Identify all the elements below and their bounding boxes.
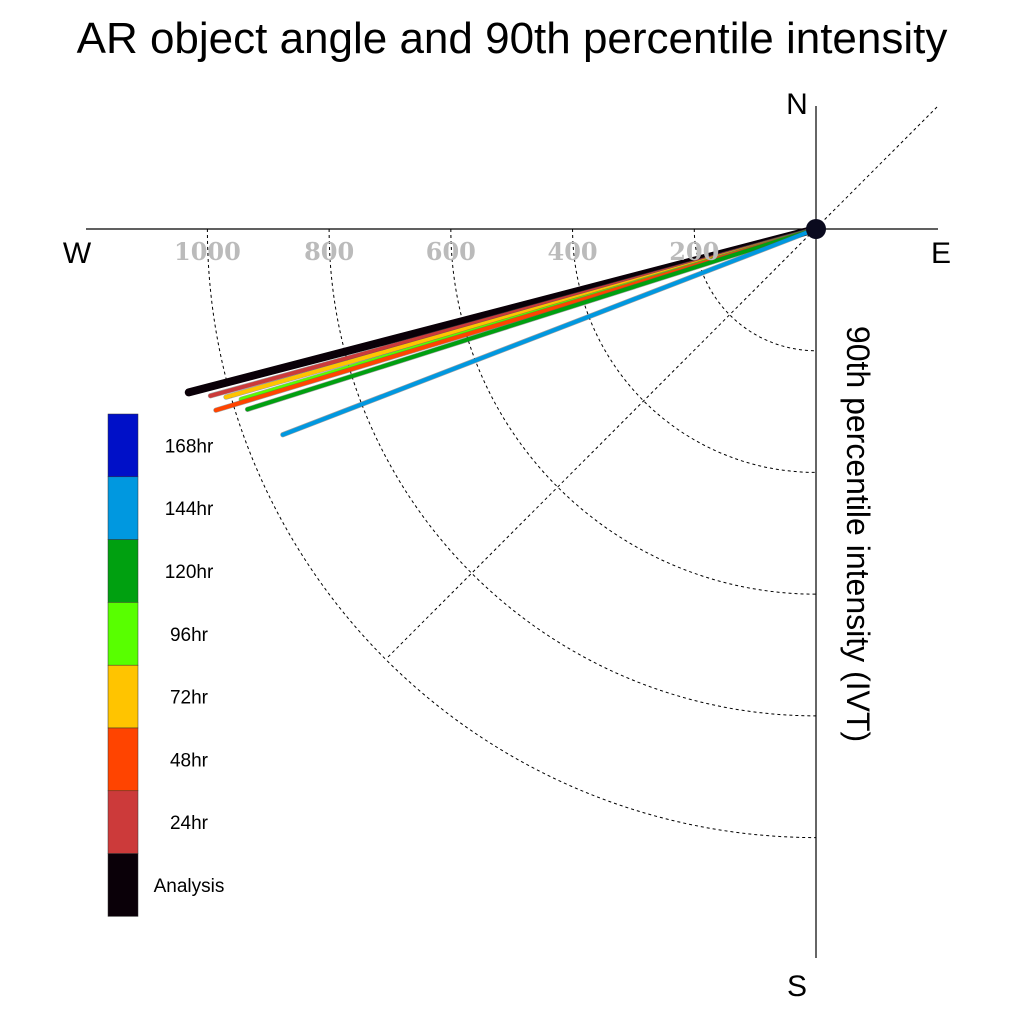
legend-swatch <box>107 539 139 603</box>
tick-label: 200 <box>669 237 719 266</box>
tick-label: 1000 <box>174 237 241 266</box>
y-axis-label: 90th percentile intensity (IVT) <box>840 326 876 742</box>
legend-swatch <box>107 727 139 792</box>
legend-swatch <box>107 790 139 854</box>
chart-title: AR object angle and 90th percentile inte… <box>76 14 948 63</box>
legend-label: 72hr <box>170 688 209 709</box>
direction-label: W <box>63 237 92 270</box>
grid-arc <box>328 228 817 717</box>
direction-label: N <box>786 88 808 121</box>
legend-swatch <box>107 602 139 666</box>
legend-swatch <box>107 413 139 478</box>
legend-label: Analysis <box>154 876 225 897</box>
direction-label: E <box>931 237 951 270</box>
legend-label: 168hr <box>165 436 214 457</box>
origin-marker <box>806 219 826 239</box>
grid-arc <box>572 228 817 473</box>
grid-arc <box>693 228 817 352</box>
legend-label: 144hr <box>165 499 214 520</box>
series-line <box>280 227 818 437</box>
direction-label: S <box>787 970 807 1003</box>
axes-layer <box>86 106 938 958</box>
grid-layer <box>206 106 938 839</box>
grid-arc <box>206 228 817 839</box>
legend-label: 24hr <box>170 813 209 834</box>
tick-label: 600 <box>426 237 476 266</box>
series-line <box>245 227 818 412</box>
tick-label: 400 <box>548 237 598 266</box>
legend: 168hr 144hr 120hr 96hr 72hr 48hr 24hr Analysis <box>107 413 225 917</box>
legend-label: 48hr <box>170 750 209 771</box>
legend-swatch <box>107 664 139 729</box>
legend-swatch <box>107 853 139 917</box>
grid-arc <box>450 228 817 595</box>
legend-label: 96hr <box>170 625 209 646</box>
legend-swatch <box>107 476 139 540</box>
series-layer <box>184 219 826 438</box>
tick-label: 800 <box>304 237 354 266</box>
labels-layer: 200 400 600 800 1000 N S W E 90th percentile inte… <box>63 88 951 1003</box>
legend-label: 120hr <box>165 562 214 583</box>
